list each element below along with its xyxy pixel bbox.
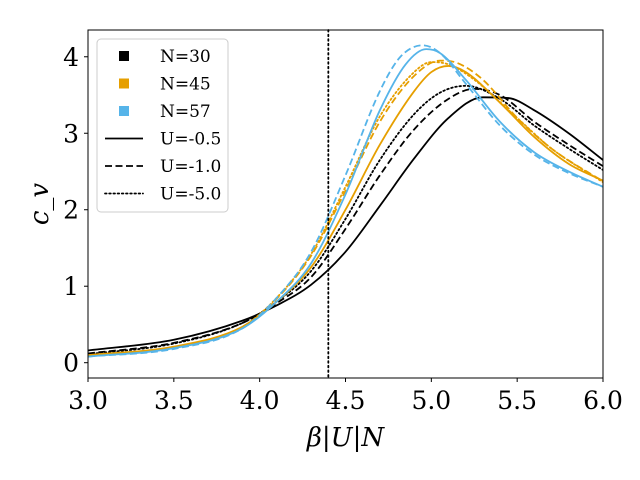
legend-swatch [119, 106, 129, 116]
x-tick-label: 6.0 [583, 386, 623, 415]
legend-label: U=-5.0 [160, 185, 221, 205]
legend-box [96, 38, 229, 213]
y-axis-label: c_v [25, 183, 55, 226]
x-tick-label: 4.0 [240, 386, 280, 415]
axes-layer: 3.0 3.5 4.0 4.5 5.0 5.5 6.0 0 1 2 3 4 β|U|N c_v [25, 29, 623, 453]
series-line-1 [88, 87, 603, 355]
x-axis-label: β|U|N [306, 423, 385, 453]
legend-label: N=30 [160, 47, 211, 67]
x-tick-label: 5.5 [497, 386, 537, 415]
x-tick-label: 5.0 [411, 386, 451, 415]
y-tick-label: 0 [63, 349, 79, 378]
x-tick-label: 3.5 [154, 386, 194, 415]
legend-label: N=45 [160, 75, 211, 95]
series-layer [88, 44, 603, 358]
y-tick-label: 3 [63, 119, 79, 148]
y-tick-label: 2 [63, 196, 79, 225]
x-tick-label: 4.5 [326, 386, 366, 415]
legend-label: N=57 [160, 102, 211, 122]
series-line-5 [88, 61, 603, 357]
x-tick-label: 3.0 [68, 386, 108, 415]
y-tick-label: 1 [63, 272, 79, 301]
y-tick-label: 4 [63, 43, 79, 72]
legend: N=30 N=45 N=57 U=-0.5 U=-1.0 U=-5.0 [96, 38, 229, 213]
series-line-7 [88, 44, 603, 358]
series-line-0 [88, 96, 603, 352]
legend-label: U=-1.0 [160, 157, 221, 177]
series-line-2 [88, 84, 603, 356]
series-line-4 [88, 59, 603, 357]
legend-swatch [119, 51, 129, 61]
legend-label: U=-0.5 [160, 130, 221, 150]
legend-swatch [119, 78, 129, 89]
